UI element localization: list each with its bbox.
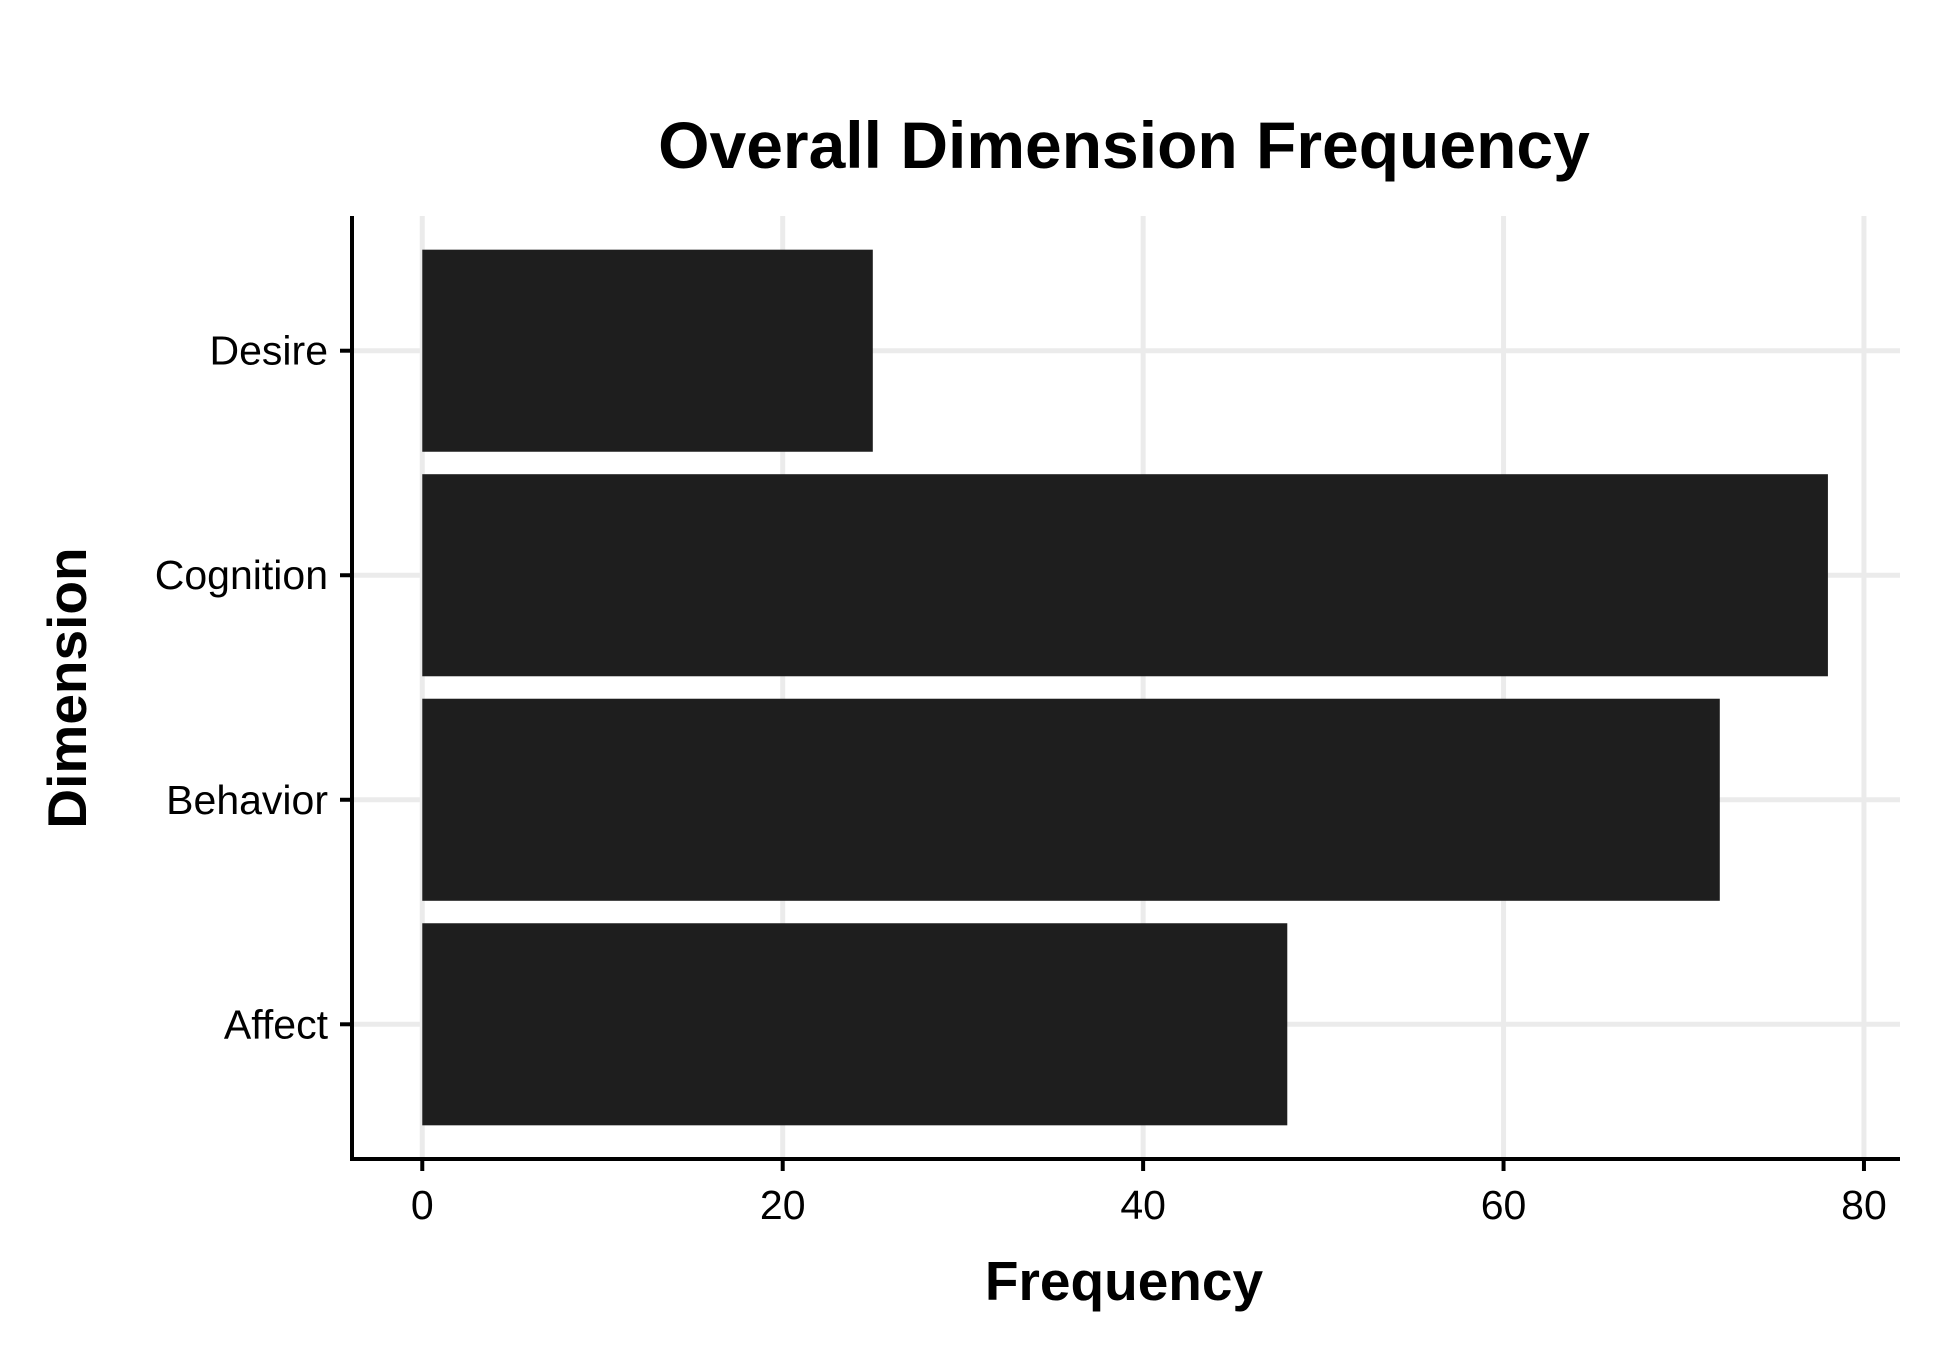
y-tick-label-desire: Desire (210, 328, 328, 374)
x-axis-title: Frequency (985, 1250, 1264, 1312)
y-tick-label-cognition: Cognition (155, 552, 328, 598)
bar-behavior (422, 698, 1720, 901)
y-tick-label-affect: Affect (224, 1001, 329, 1047)
y-axis-title: Dimension (36, 547, 98, 828)
bar-cognition (422, 474, 1828, 677)
axes (340, 216, 1900, 1171)
y-tick-label-behavior: Behavior (166, 777, 328, 823)
x-tick-label: 0 (411, 1182, 434, 1228)
x-tick-label: 20 (760, 1182, 806, 1228)
chart-title: Overall Dimension Frequency (658, 108, 1590, 182)
bar-desire (422, 249, 873, 452)
bar-affect (422, 923, 1288, 1126)
x-tick-label: 80 (1841, 1182, 1887, 1228)
tick-labels: 0 20 40 60 80 Affect Behavior Cognition Desire (155, 328, 1887, 1228)
x-tick-label: 60 (1481, 1182, 1527, 1228)
x-tick-label: 40 (1120, 1182, 1166, 1228)
bars (422, 249, 1828, 1126)
